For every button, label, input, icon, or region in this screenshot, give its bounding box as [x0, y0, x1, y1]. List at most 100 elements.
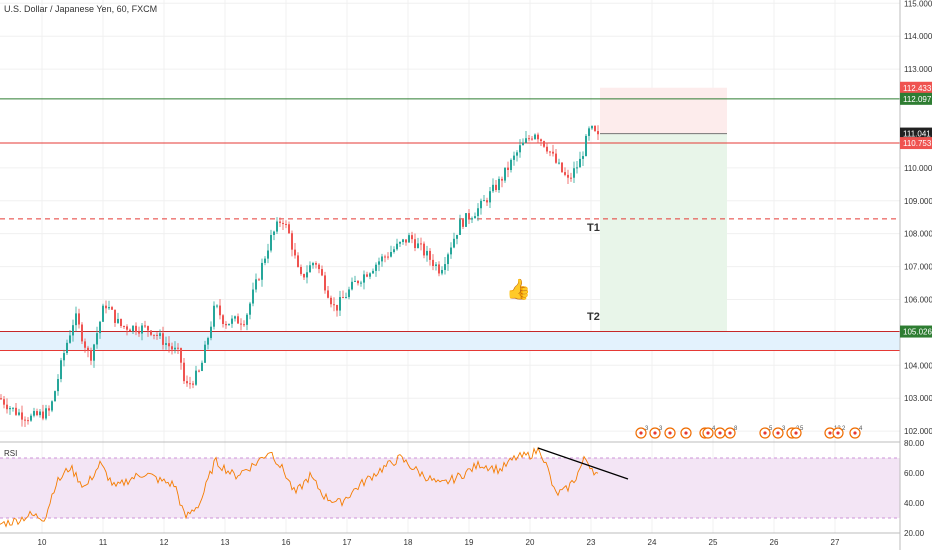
candle-body	[336, 304, 338, 311]
candle-body	[12, 407, 14, 409]
event-marker-dot	[794, 431, 798, 435]
candle-body	[258, 279, 260, 281]
candle-body	[282, 222, 284, 225]
candle-body	[381, 256, 383, 262]
zones-layer	[0, 87, 900, 351]
event-marker-dot	[718, 431, 722, 435]
candle-body	[378, 261, 380, 265]
candle-body	[9, 408, 11, 410]
candle-body	[105, 305, 107, 309]
candle-body	[567, 174, 569, 178]
candle-body	[132, 325, 134, 332]
candle-body	[309, 265, 311, 273]
candle-body	[570, 177, 572, 179]
candle-body	[351, 281, 353, 290]
candle-body	[81, 324, 83, 342]
candle-body	[597, 131, 599, 135]
candle-body	[30, 415, 32, 421]
candle-body	[561, 162, 563, 173]
candle-body	[321, 269, 323, 276]
candle-body	[462, 219, 464, 227]
candle-body	[240, 323, 242, 325]
price-tick-label: 110.000	[904, 164, 932, 173]
candle-body	[444, 264, 446, 270]
candle-body	[477, 208, 479, 217]
candle-body	[210, 326, 212, 339]
candle-body	[342, 297, 344, 299]
candle-body	[594, 125, 596, 132]
candle-body	[432, 259, 434, 266]
candle-body	[396, 243, 398, 250]
candles-layer	[0, 125, 599, 428]
candle-body	[159, 333, 161, 336]
candle-body	[171, 346, 173, 350]
price-tick-label: 102.000	[904, 427, 932, 436]
candle-body	[108, 307, 110, 309]
candle-body	[459, 219, 461, 235]
candle-body	[534, 134, 536, 139]
candle-body	[345, 297, 347, 299]
horizontal-lines-layer	[0, 98, 900, 351]
candle-body	[288, 224, 290, 234]
candle-body	[528, 138, 530, 140]
event-marker-count: 3	[645, 426, 649, 432]
candle-body	[255, 279, 257, 290]
candle-body	[90, 350, 92, 361]
candle-body	[147, 326, 149, 331]
candle-body	[303, 273, 305, 278]
candle-body	[519, 145, 521, 153]
event-marker-dot	[639, 431, 643, 435]
candle-body	[243, 324, 245, 326]
candle-body	[261, 262, 263, 280]
candle-body	[558, 162, 560, 164]
candle-body	[207, 338, 209, 345]
candle-body	[279, 221, 281, 223]
support-band	[0, 331, 900, 351]
event-marker-dot	[668, 431, 672, 435]
candle-body	[543, 141, 545, 147]
event-marker-dot	[653, 431, 657, 435]
candle-body	[87, 347, 89, 351]
candle-body	[96, 333, 98, 345]
event-marker-dot	[763, 431, 767, 435]
candle-body	[15, 407, 17, 415]
candle-body	[36, 411, 38, 416]
candle-body	[222, 315, 224, 325]
candle-body	[552, 151, 554, 154]
candle-body	[393, 249, 395, 253]
candle-body	[546, 146, 548, 152]
candle-body	[231, 318, 233, 324]
price-badge	[900, 137, 932, 150]
x-tick-label: 16	[282, 538, 291, 547]
price-tick-label: 109.000	[904, 197, 932, 206]
event-marker-dot	[776, 431, 780, 435]
x-tick-label: 20	[526, 538, 535, 547]
candle-body	[372, 270, 374, 274]
candle-body	[39, 411, 41, 416]
x-tick-label: 13	[221, 538, 230, 547]
candle-body	[153, 334, 155, 336]
candle-body	[369, 273, 371, 277]
candle-body	[204, 344, 206, 363]
candle-body	[111, 307, 113, 310]
candle-body	[402, 239, 404, 243]
x-tick-label: 17	[343, 538, 352, 547]
candle-body	[453, 238, 455, 248]
t2-label: T2	[587, 311, 600, 323]
candle-body	[123, 325, 125, 327]
candle-body	[564, 172, 566, 175]
candle-body	[177, 347, 179, 349]
price-badge	[900, 92, 932, 105]
candle-body	[99, 321, 101, 334]
candle-body	[315, 263, 317, 265]
candle-body	[135, 325, 137, 333]
event-marker-dot	[728, 431, 732, 435]
candle-body	[441, 269, 443, 274]
price-tick-label: 106.000	[904, 295, 932, 304]
candle-body	[0, 398, 2, 400]
event-markers-layer: 334853251224	[635, 426, 863, 439]
candle-body	[576, 167, 578, 169]
